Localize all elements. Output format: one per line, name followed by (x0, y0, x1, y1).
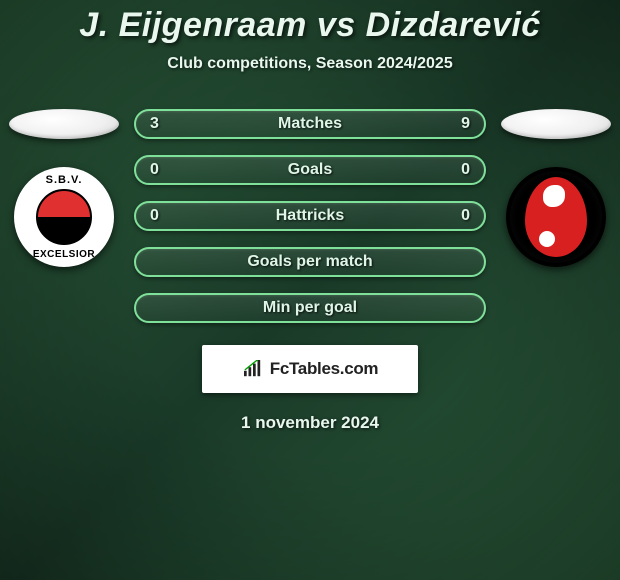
left-player-column: S.B.V. EXCELSIOR (4, 109, 124, 267)
right-team-badge (506, 167, 606, 267)
stat-right-value: 0 (446, 161, 470, 179)
stat-row-hattricks: 0 Hattricks 0 (134, 201, 486, 231)
comparison-card: J. Eijgenraam vs Dizdarević Club competi… (0, 0, 620, 433)
badge-inner-shape (525, 177, 587, 257)
left-team-badge: S.B.V. EXCELSIOR (14, 167, 114, 267)
stat-label: Min per goal (174, 299, 446, 317)
stat-right-value: 9 (446, 115, 470, 133)
stat-label: Hattricks (174, 207, 446, 225)
stat-left-value: 0 (150, 161, 174, 179)
bar-chart-icon (242, 360, 264, 378)
badge-inner-circle (36, 189, 92, 245)
left-player-shadow-oval (9, 109, 119, 139)
badge-text-bottom: EXCELSIOR (14, 249, 114, 260)
page-title: J. Eijgenraam vs Dizdarević (0, 6, 620, 45)
stat-right-value: 0 (446, 207, 470, 225)
stat-left-value: 0 (150, 207, 174, 225)
stat-label: Matches (174, 115, 446, 133)
stat-label: Goals per match (174, 253, 446, 271)
main-row: S.B.V. EXCELSIOR 3 Matches 9 0 Goals 0 0 (0, 109, 620, 323)
stat-left-value: 3 (150, 115, 174, 133)
right-player-shadow-oval (501, 109, 611, 139)
stat-row-matches: 3 Matches 9 (134, 109, 486, 139)
badge-text-top: S.B.V. (14, 174, 114, 186)
snapshot-date: 1 november 2024 (0, 413, 620, 433)
right-player-column (496, 109, 616, 267)
stat-row-goals: 0 Goals 0 (134, 155, 486, 185)
watermark-text: FcTables.com (270, 359, 379, 379)
stat-row-min-per-goal: Min per goal (134, 293, 486, 323)
stats-column: 3 Matches 9 0 Goals 0 0 Hattricks 0 Goal… (134, 109, 486, 323)
page-subtitle: Club competitions, Season 2024/2025 (0, 55, 620, 73)
stat-label: Goals (174, 161, 446, 179)
watermark: FcTables.com (202, 345, 418, 393)
stat-row-goals-per-match: Goals per match (134, 247, 486, 277)
